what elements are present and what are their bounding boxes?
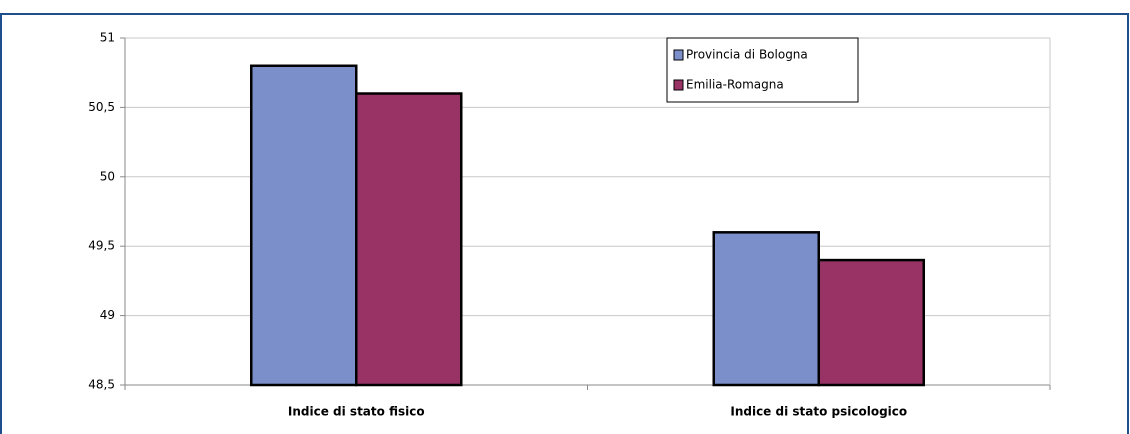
y-tick-label: 48,5	[88, 378, 115, 392]
legend-swatch	[673, 49, 684, 61]
legend-label: Emilia-Romagna	[686, 78, 784, 92]
bar	[250, 64, 358, 387]
bar	[712, 231, 820, 387]
legend-box	[666, 37, 859, 103]
frame	[0, 13, 1129, 434]
legend-label: Provincia di Bologna	[686, 48, 808, 62]
y-tick-label: 49,5	[88, 239, 115, 253]
x-tick-label: Indice di stato fisico	[288, 405, 425, 419]
y-tick-label: 49	[100, 308, 115, 322]
bar	[355, 92, 463, 387]
legend-swatch	[673, 79, 684, 91]
y-tick-label: 50,5	[88, 100, 115, 114]
y-tick-label: 51	[100, 31, 115, 45]
x-tick-label: Indice di stato psicologico	[730, 405, 907, 419]
y-tick-label: 50	[100, 169, 115, 183]
bar	[817, 258, 925, 387]
